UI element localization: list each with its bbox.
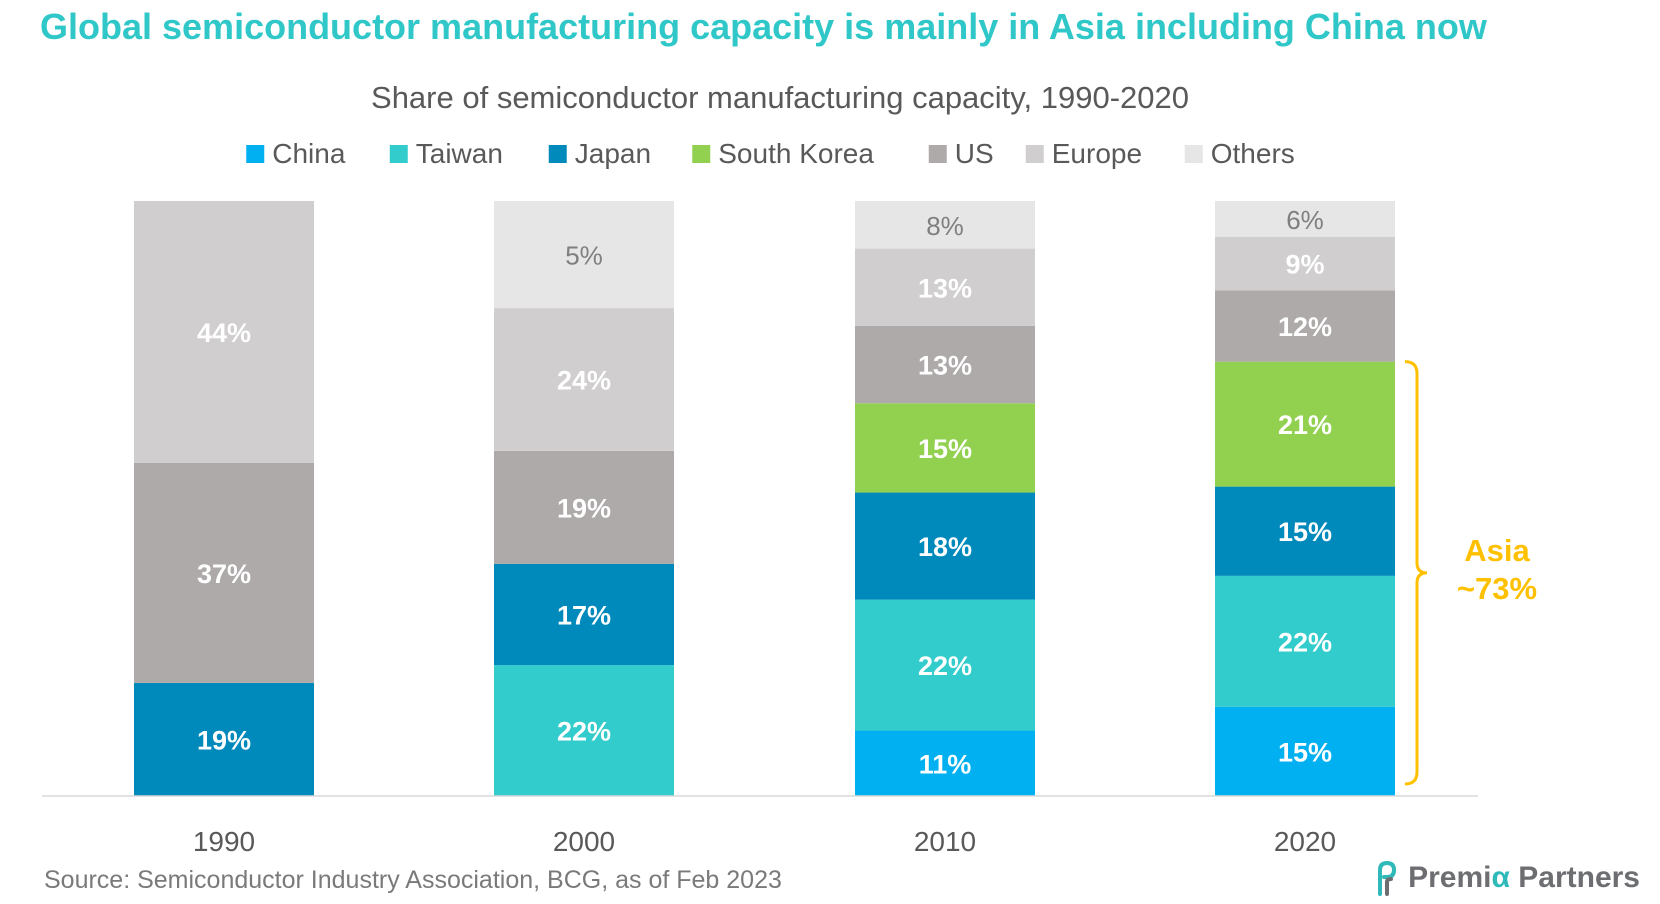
legend-item-taiwan: Taiwan — [389, 138, 503, 169]
legend-swatch-japan — [548, 145, 567, 163]
x-tick-label-2000: 2000 — [553, 826, 615, 857]
bar-2010-japan — [855, 492, 1035, 600]
bar-2010-others — [855, 201, 1035, 249]
legend-label-europe: Europe — [1052, 138, 1142, 169]
legend-label-taiwan: Taiwan — [416, 138, 503, 169]
bar-2020-china — [1215, 706, 1395, 796]
data-label-2020-others: 6% — [1286, 205, 1324, 235]
data-label-2000-europe: 24% — [557, 366, 611, 396]
data-label-2010-south-korea: 15% — [918, 434, 972, 464]
legend-swatch-others — [1184, 145, 1203, 163]
bar-2020-us — [1215, 290, 1395, 362]
bar-2000-us — [494, 450, 674, 564]
bar-2010-taiwan — [855, 599, 1035, 731]
legend-label-south-korea: South Korea — [718, 138, 874, 169]
data-label-2020-japan: 15% — [1278, 517, 1332, 547]
x-tick-label-2010: 2010 — [914, 826, 976, 857]
legend-item-europe: Europe — [1025, 138, 1142, 169]
data-label-2000-taiwan: 22% — [557, 717, 611, 747]
legend-label-china: China — [272, 138, 346, 169]
x-ticks: 1990 2000 2010 2020 — [193, 826, 1336, 857]
bar-2020-south-korea — [1215, 361, 1395, 487]
legend-swatch-taiwan — [389, 145, 408, 163]
bar-2020-taiwan — [1215, 575, 1395, 707]
legend-item-japan: Japan — [548, 138, 651, 169]
legend-item-south-korea: South Korea — [692, 138, 874, 169]
data-label-2020-taiwan: 22% — [1278, 627, 1332, 657]
data-label-2000-us: 19% — [557, 493, 611, 523]
legend-label-others: Others — [1211, 138, 1295, 169]
legend-swatch-us — [928, 145, 947, 163]
logo-text-before: Premi — [1408, 861, 1492, 894]
bar-1990-europe — [134, 201, 314, 463]
legend: China Taiwan Japan South Korea US Europe Other… — [246, 138, 1295, 169]
bar-2010-south-korea — [855, 403, 1035, 493]
legend-swatch-south-korea — [692, 145, 711, 163]
bar-2020-europe — [1215, 236, 1395, 291]
bars: 19% 37% 44% 22% 17% 19% 24% 5% 11% 22% 18% 15% 13% 13… — [134, 201, 1395, 796]
bar-stack-2020: 15% 22% 15% 21% 12% 9% 6% — [1215, 201, 1395, 796]
data-label-1990-japan: 19% — [197, 725, 251, 755]
bar-stack-1990: 19% 37% 44% — [134, 201, 314, 796]
data-label-2020-china: 15% — [1278, 737, 1332, 767]
x-tick-label-2020: 2020 — [1274, 826, 1336, 857]
bar-2010-europe — [855, 248, 1035, 326]
data-label-2010-taiwan: 22% — [918, 651, 972, 681]
logo-text-after: Partners — [1509, 861, 1640, 894]
source-note: Source: Semiconductor Industry Associati… — [44, 866, 782, 894]
legend-item-us: US — [928, 138, 994, 169]
legend-swatch-china — [246, 145, 265, 163]
data-label-2000-others: 5% — [565, 241, 603, 271]
data-label-2010-others: 8% — [926, 211, 964, 241]
chart: Share of semiconductor manufacturing cap… — [42, 80, 1537, 857]
asia-label: Asia — [1464, 533, 1530, 568]
logo-alpha: α — [1491, 861, 1510, 894]
data-label-2000-japan: 17% — [557, 601, 611, 631]
data-label-2010-japan: 18% — [918, 532, 972, 562]
bar-1990-us — [134, 462, 314, 683]
bar-1990-japan — [134, 682, 314, 796]
legend-label-us: US — [955, 138, 994, 169]
bar-2000-taiwan — [494, 665, 674, 796]
asia-share-label: ~73% — [1457, 571, 1537, 606]
legend-swatch-europe — [1025, 145, 1044, 163]
x-tick-label-1990: 1990 — [193, 826, 255, 857]
data-label-2010-china: 11% — [919, 749, 972, 779]
headline: Global semiconductor manufacturing capac… — [40, 6, 1487, 47]
bar-2020-others — [1215, 201, 1395, 237]
bar-2000-others — [494, 201, 674, 309]
data-label-2020-south-korea: 21% — [1278, 410, 1332, 440]
data-label-2020-europe: 9% — [1285, 249, 1324, 279]
bar-2000-europe — [494, 308, 674, 451]
legend-item-china: China — [246, 138, 346, 169]
data-label-1990-us: 37% — [197, 559, 251, 589]
legend-item-others: Others — [1184, 138, 1295, 169]
bar-2000-japan — [494, 563, 674, 666]
data-label-2020-us: 12% — [1278, 312, 1332, 342]
bar-2020-japan — [1215, 486, 1395, 576]
chart-title: Share of semiconductor manufacturing cap… — [371, 80, 1189, 115]
premia-logo-icon — [1378, 860, 1397, 896]
bar-stack-2010: 11% 22% 18% 15% 13% 13% 8% — [855, 201, 1035, 796]
asia-annotation: Asia~73% — [1404, 360, 1537, 786]
data-label-1990-europe: 44% — [197, 318, 251, 348]
logo-text: Premiα Partners — [1408, 861, 1640, 895]
data-label-2010-us: 13% — [918, 351, 972, 381]
premia-partners-logo: Premiα Partners — [1372, 860, 1640, 896]
legend-label-japan: Japan — [575, 138, 651, 169]
bar-stack-2000: 22% 17% 19% 24% 5% — [494, 201, 674, 796]
bar-2010-china — [855, 730, 1035, 796]
data-label-2010-europe: 13% — [918, 273, 972, 303]
asia-brace — [1404, 360, 1428, 786]
bar-2010-us — [855, 325, 1035, 404]
